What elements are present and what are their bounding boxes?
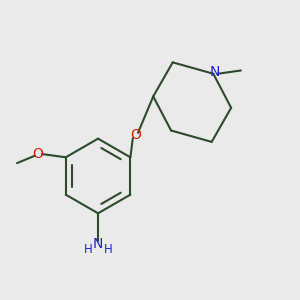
- Text: H: H: [84, 244, 93, 256]
- Text: O: O: [33, 147, 44, 161]
- Text: O: O: [130, 128, 141, 142]
- Text: N: N: [93, 237, 103, 251]
- Text: N: N: [210, 65, 220, 79]
- Text: H: H: [103, 244, 112, 256]
